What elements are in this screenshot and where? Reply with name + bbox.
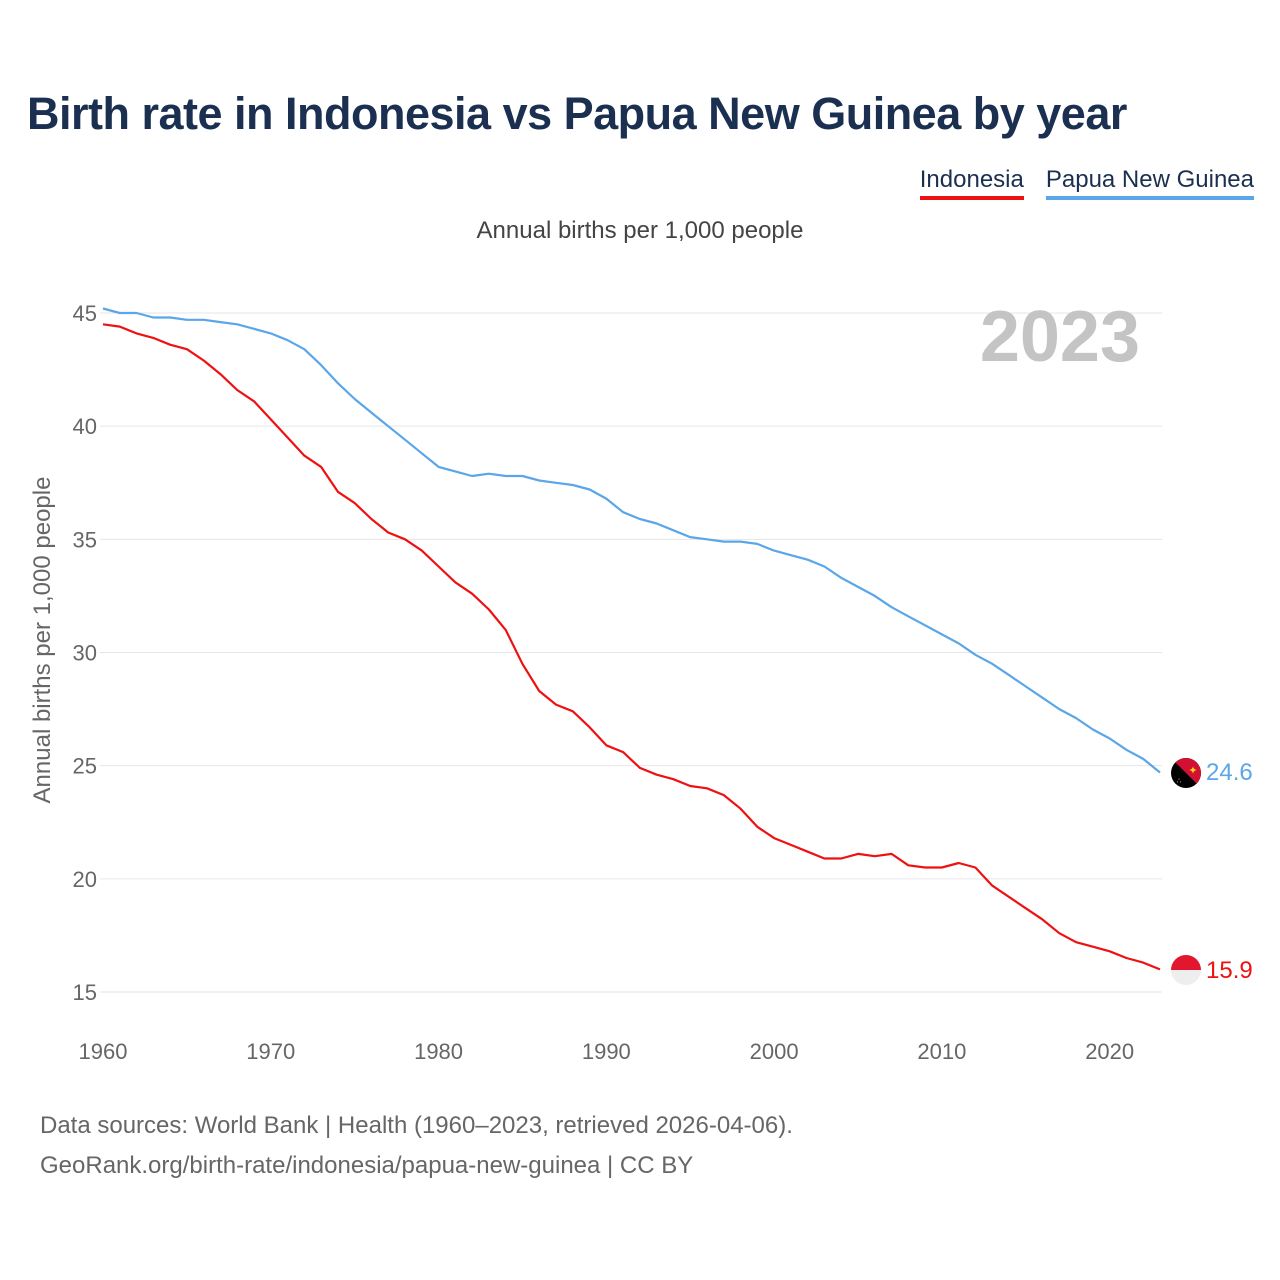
legend-item-indonesia[interactable]: Indonesia [919, 166, 1024, 200]
x-tick-label: 2000 [750, 1039, 799, 1064]
y-tick-label: 35 [73, 527, 97, 552]
chart-subtitle: Annual births per 1,000 people [476, 217, 804, 244]
series-line-papua-new-guinea[interactable] [102, 307, 1161, 774]
x-tick-label: 1990 [582, 1039, 631, 1064]
y-axis-ticks: 15 20 25 30 35 40 45 [73, 301, 97, 1005]
end-value-label-papua-new-guinea: 24.6 [1206, 759, 1253, 786]
y-tick-label: 25 [73, 754, 97, 779]
y-tick-label: 15 [73, 980, 97, 1005]
y-tick-label: 40 [73, 414, 97, 439]
indonesia-flag-icon [1171, 955, 1201, 985]
end-value-label-indonesia: 15.9 [1206, 957, 1253, 984]
legend: Indonesia Papua New Guinea [919, 166, 1254, 200]
footer-link[interactable]: GeoRank.org/birth-rate/indonesia/papua-n… [40, 1152, 694, 1179]
chart-title: Birth rate in Indonesia vs Papua New Gui… [27, 88, 1127, 139]
year-watermark: 2023 [980, 297, 1140, 377]
svg-text:✦: ✦ [1188, 765, 1197, 777]
y-tick-label: 30 [73, 641, 97, 666]
footer: Data sources: World Bank | Health (1960–… [40, 1106, 793, 1186]
footer-sources: Data sources: World Bank | Health (1960–… [40, 1112, 793, 1139]
svg-text:∴: ∴ [1177, 778, 1182, 785]
papua-new-guinea-flag-icon: ✦ ∴ [1171, 758, 1201, 788]
y-tick-label: 45 [73, 301, 97, 326]
x-tick-label: 1970 [246, 1039, 295, 1064]
x-tick-label: 2010 [917, 1039, 966, 1064]
legend-item-papua-new-guinea[interactable]: Papua New Guinea [1045, 166, 1254, 200]
x-axis-ticks: 1960 1970 1980 1990 2000 2010 2020 [79, 1039, 1135, 1064]
series-line-indonesia[interactable] [102, 323, 1161, 971]
x-tick-label: 1980 [414, 1039, 463, 1064]
y-tick-label: 20 [73, 867, 97, 892]
grid-lines [100, 312, 1162, 993]
x-tick-label: 2020 [1085, 1039, 1134, 1064]
series-lines [102, 307, 1161, 971]
x-tick-label: 1960 [79, 1039, 128, 1064]
